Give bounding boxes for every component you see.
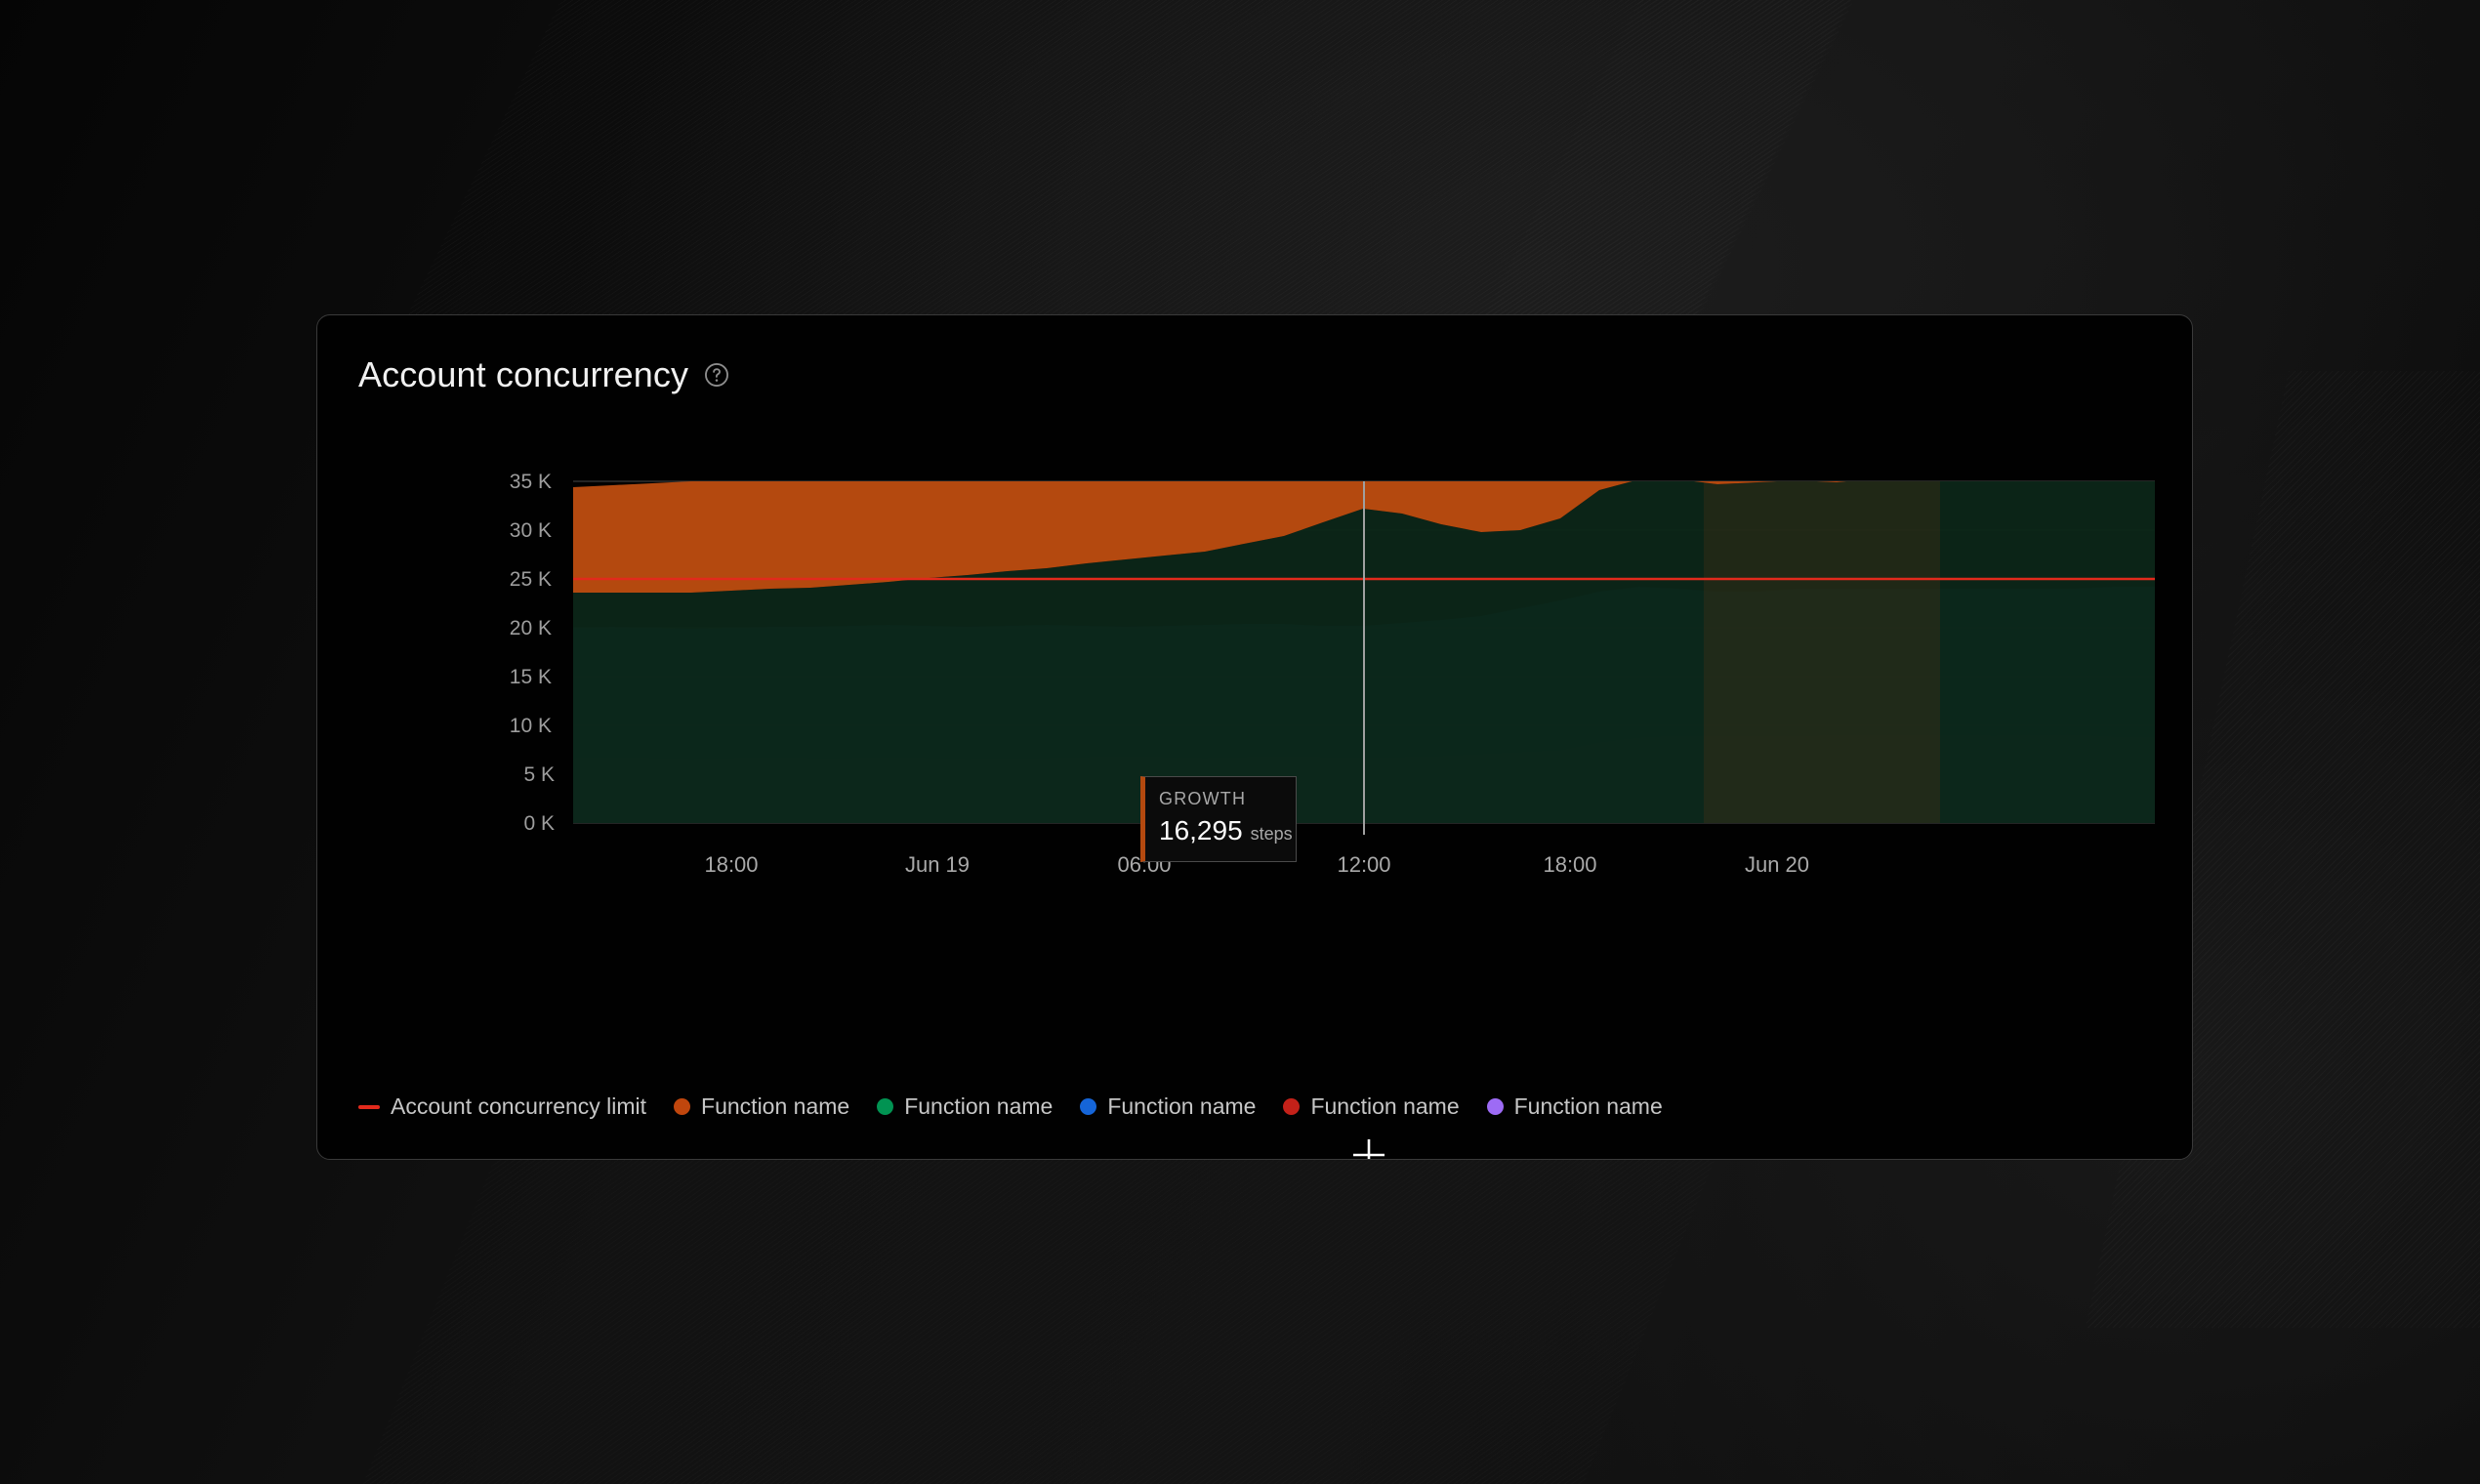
- page-title: Account concurrency: [358, 354, 689, 394]
- legend-dash-icon: [358, 1104, 380, 1109]
- legend-item[interactable]: Function name: [877, 1093, 1053, 1120]
- legend-item-label: Function name: [904, 1093, 1054, 1119]
- legend-item[interactable]: Function name: [674, 1093, 849, 1120]
- series-area-1: [573, 481, 1846, 593]
- svg-text:0 K: 0 K: [523, 812, 555, 835]
- tooltip-value: 16,295: [1159, 815, 1243, 845]
- svg-text:12:00: 12:00: [1337, 852, 1390, 877]
- svg-text:20 K: 20 K: [510, 617, 552, 639]
- legend-item-label: Function name: [1310, 1093, 1460, 1119]
- legend-item[interactable]: Account concurrency limit: [358, 1093, 646, 1120]
- svg-text:5 K: 5 K: [523, 763, 555, 786]
- account-concurrency-area-chart[interactable]: 35 K 30 K 25 K 20 K 15 K 10 K 5 K 0 K 18…: [317, 315, 2193, 1160]
- card-header: Account concurrency: [358, 354, 729, 395]
- legend-item[interactable]: Function name: [1080, 1093, 1256, 1120]
- account-concurrency-card: Account concurrency: [316, 314, 2193, 1160]
- legend-dot-icon: [1486, 1098, 1504, 1115]
- help-circle-icon[interactable]: [704, 362, 729, 388]
- background-stripe-bottom: [244, 1152, 1718, 1484]
- legend-item-label: Account concurrency limit: [391, 1093, 647, 1119]
- legend-dot-icon: [877, 1098, 894, 1115]
- svg-text:25 K: 25 K: [510, 568, 552, 591]
- svg-text:15 K: 15 K: [510, 666, 552, 688]
- legend-dot-icon: [1080, 1098, 1097, 1115]
- tooltip-value-row: 16,295 steps: [1159, 815, 1293, 846]
- svg-text:18:00: 18:00: [1543, 852, 1596, 877]
- legend-item-label: Function name: [701, 1093, 850, 1119]
- tooltip-unit: steps: [1250, 824, 1293, 844]
- chart-highlight-region: [1704, 481, 1940, 823]
- legend-dot-icon: [674, 1098, 691, 1115]
- svg-text:10 K: 10 K: [510, 715, 552, 737]
- legend-item[interactable]: Function name: [1486, 1093, 1663, 1120]
- chart-legend[interactable]: Account concurrency limit Function name Fu…: [358, 1093, 1690, 1120]
- y-axis-tick-labels: 35 K 30 K 25 K 20 K 15 K 10 K 5 K 0 K: [510, 471, 555, 835]
- x-axis-tick-labels: 18:00 Jun 19 06:00 12:00 18:00 Jun 20: [704, 852, 1809, 877]
- chart-plot-area[interactable]: 35 K 30 K 25 K 20 K 15 K 10 K 5 K 0 K 18…: [317, 315, 2193, 1160]
- legend-item-label: Function name: [1513, 1093, 1663, 1119]
- chart-hover-tooltip: GROWTH 16,295 steps: [1140, 776, 1297, 862]
- crosshair-cursor-icon: [1352, 1138, 1385, 1159]
- tooltip-series-label: GROWTH: [1159, 789, 1247, 808]
- svg-text:35 K: 35 K: [510, 471, 552, 493]
- legend-dot-icon: [1283, 1098, 1301, 1115]
- legend-item-label: Function name: [1107, 1093, 1257, 1119]
- svg-text:Jun 20: Jun 20: [1745, 852, 1809, 877]
- legend-item[interactable]: Function name: [1283, 1093, 1460, 1120]
- svg-text:30 K: 30 K: [510, 519, 552, 542]
- svg-text:Jun 19: Jun 19: [905, 852, 970, 877]
- svg-text:18:00: 18:00: [704, 852, 758, 877]
